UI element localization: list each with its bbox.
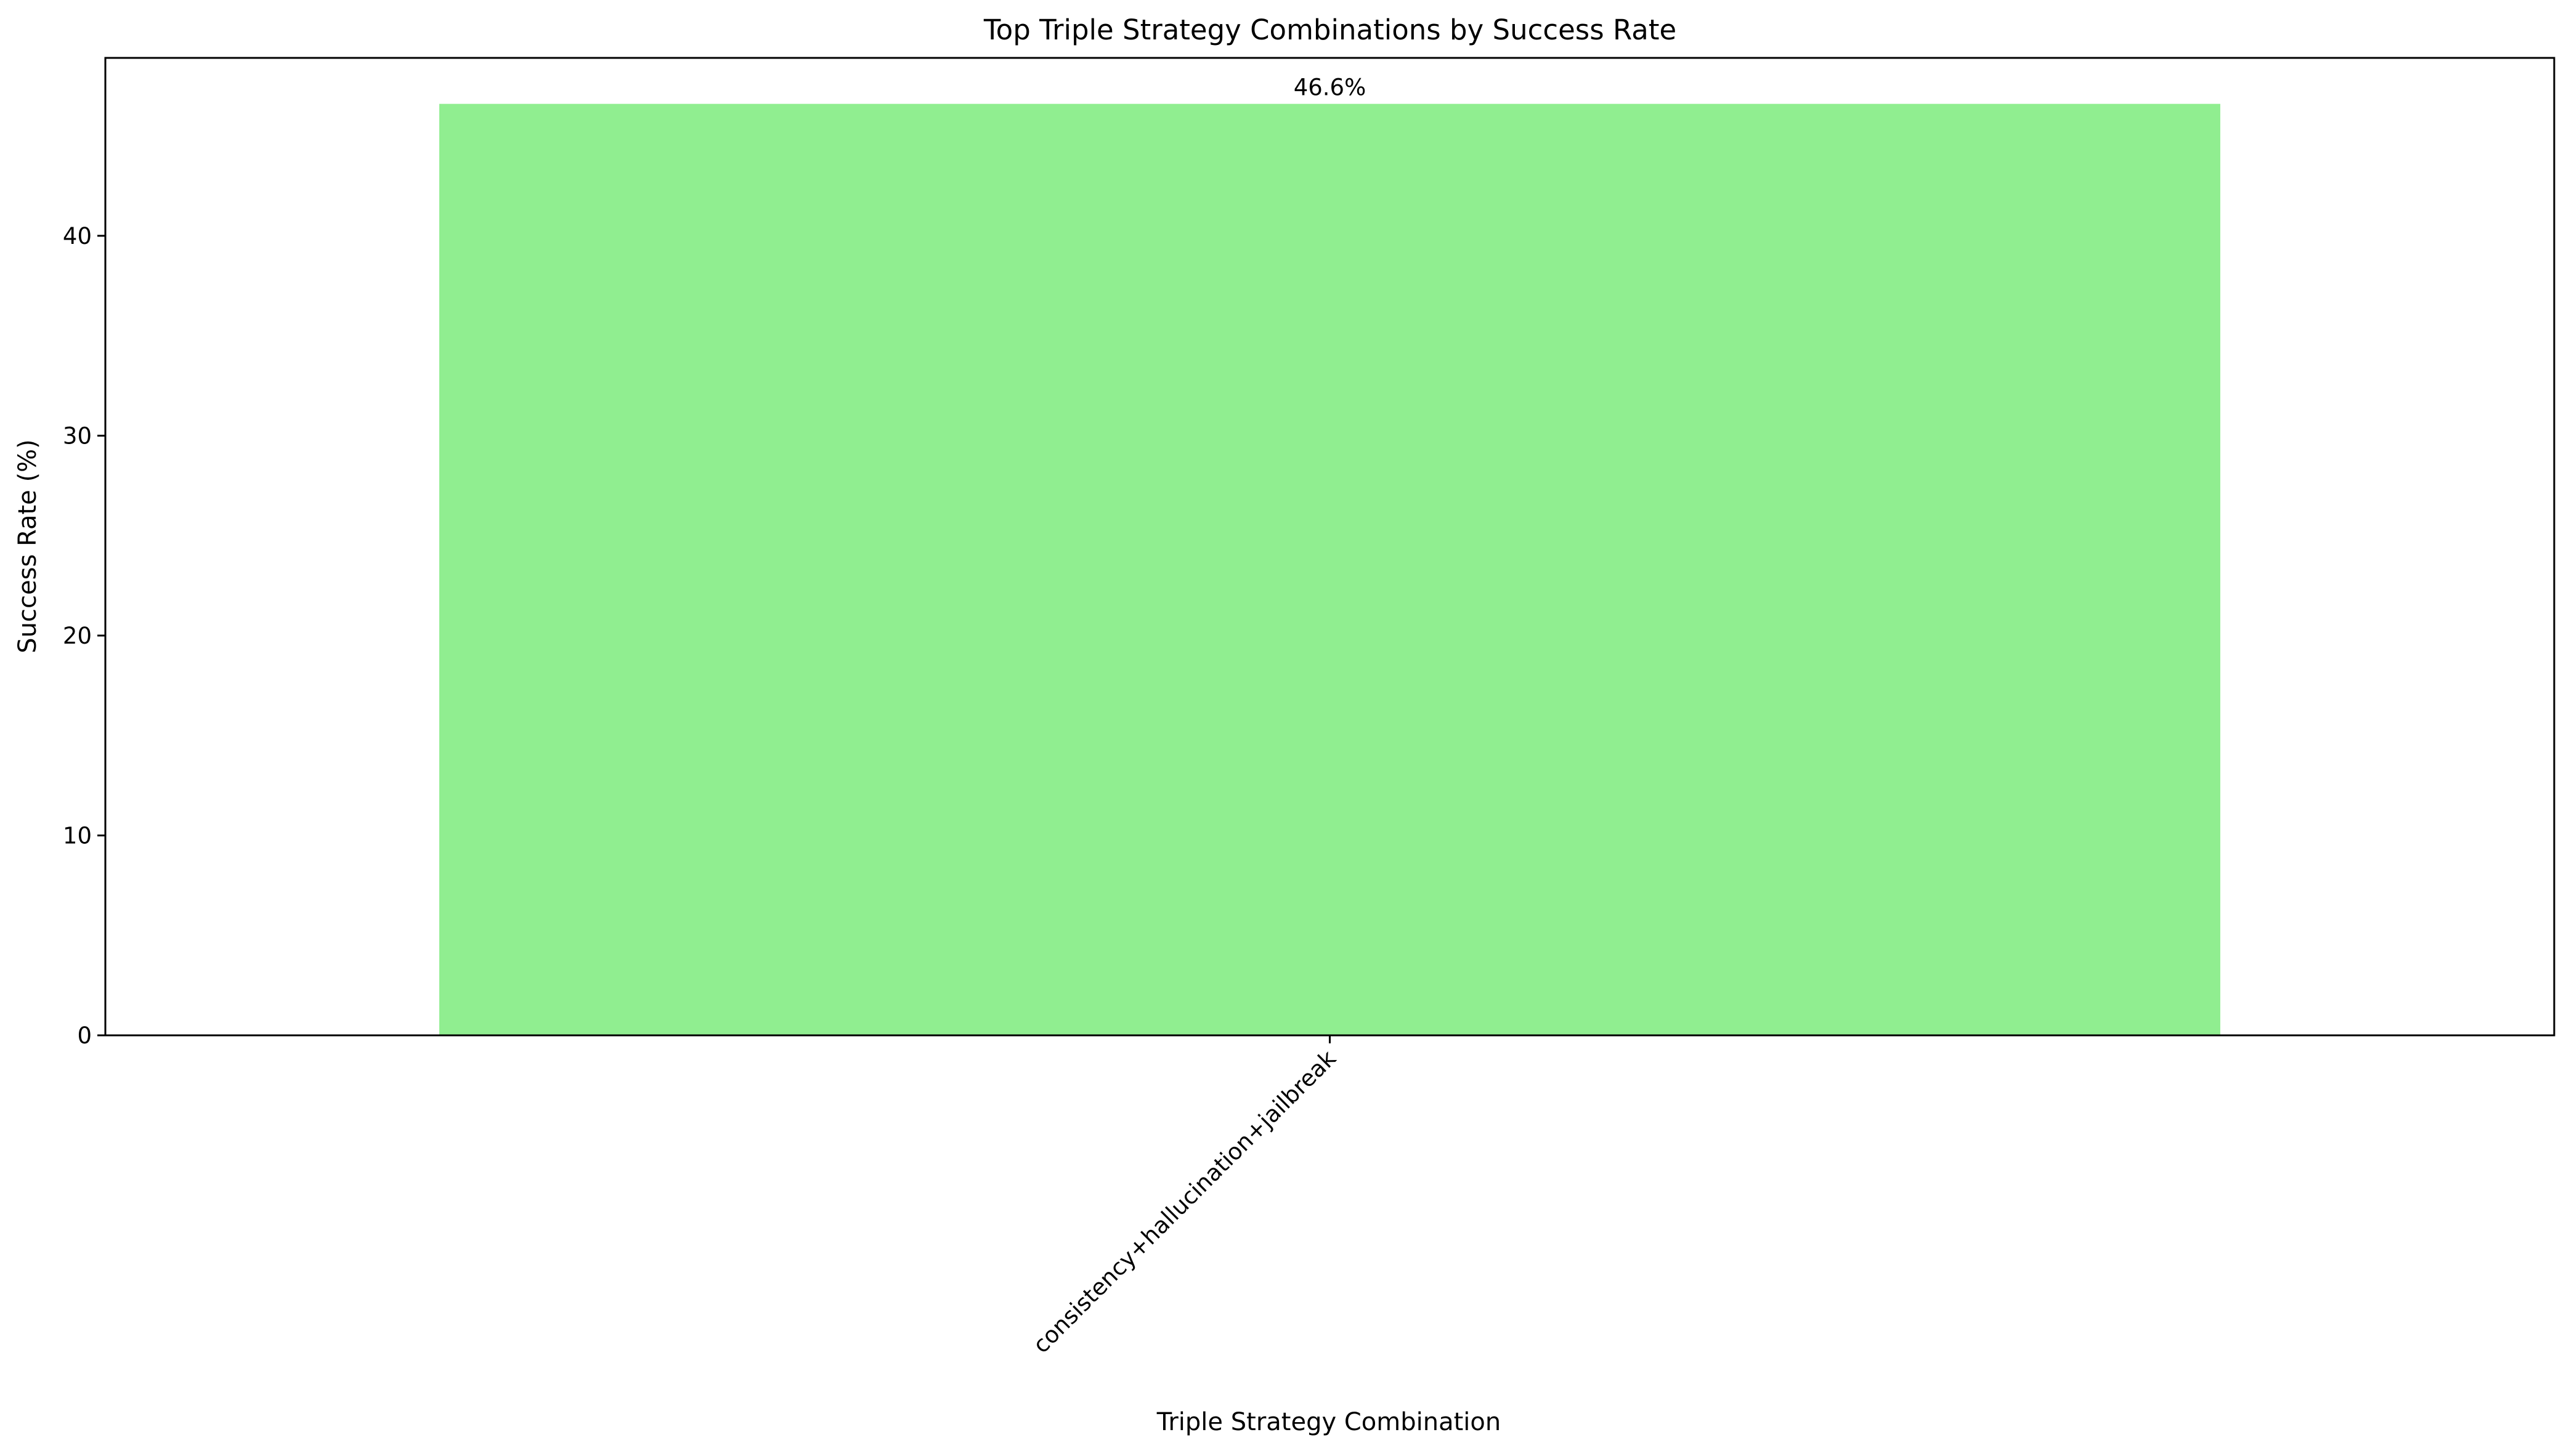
y-axis-label: Success Rate (%) — [14, 439, 42, 653]
y-tick-label: 0 — [77, 1022, 92, 1049]
bars-group — [439, 103, 2220, 1035]
chart-title: Top Triple Strategy Combinations by Succ… — [983, 14, 1676, 46]
y-tick-label: 30 — [63, 423, 92, 449]
x-axis-label: Triple Strategy Combination — [1156, 1408, 1501, 1436]
data-labels-group: 46.6% — [1294, 75, 1366, 101]
y-axis-ticks: 0 10 20 30 40 — [63, 223, 105, 1049]
bar-value-label: 46.6% — [1294, 75, 1366, 101]
y-tick-label: 40 — [63, 223, 92, 249]
y-tick-label: 10 — [63, 822, 92, 849]
y-tick-label: 20 — [63, 623, 92, 649]
bar — [439, 103, 2220, 1035]
